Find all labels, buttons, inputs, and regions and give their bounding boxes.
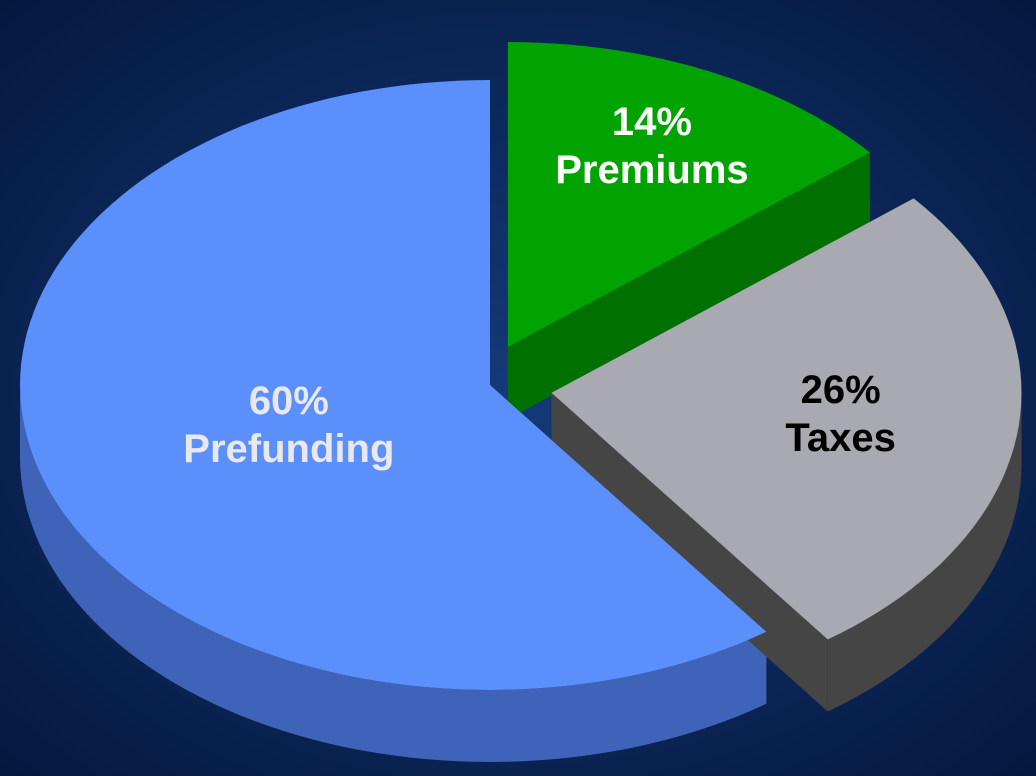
slice-category-label: Prefunding	[183, 427, 394, 471]
slice	[20, 80, 767, 690]
slice-radial-wall	[507, 152, 870, 419]
slice	[507, 42, 870, 347]
slice-value-label: 60%	[249, 379, 329, 423]
labels: 60%Prefunding 14%Premiums 26%Taxes	[183, 100, 896, 471]
slice-category-label: Premiums	[555, 148, 748, 192]
tops	[20, 42, 1022, 690]
slice-value-label: 26%	[801, 368, 881, 412]
slice-category-label: Taxes	[785, 416, 895, 460]
slice-side	[20, 385, 767, 762]
slice-side	[827, 392, 1022, 712]
slice	[551, 198, 1022, 640]
slice-value-label: 14%	[612, 100, 692, 144]
